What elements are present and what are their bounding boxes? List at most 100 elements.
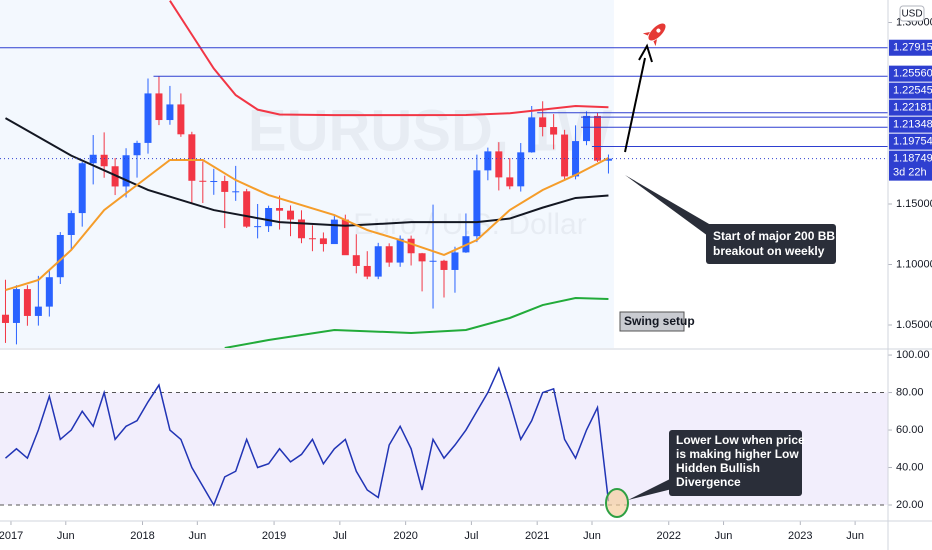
candle-body [199, 180, 207, 182]
watermark-sub: Euro / U.S. Dollar [353, 208, 586, 241]
annotation-text: Start of major 200 BB [713, 229, 835, 243]
candle-body [111, 166, 119, 187]
candle-body [188, 134, 196, 181]
candle-body [319, 238, 327, 245]
level-label-box [889, 99, 932, 116]
candle-body [56, 234, 64, 278]
level-label: 1.25560 [893, 68, 932, 80]
overlay-line [4, 117, 609, 227]
candle-body [374, 246, 382, 277]
candle-body [232, 191, 240, 193]
x-tick-label: Jun [715, 530, 733, 542]
candle-body [495, 151, 503, 178]
rsi-line [4, 366, 610, 507]
x-tick-label: 2018 [130, 530, 154, 542]
x-tick-label: 2017 [0, 530, 23, 542]
candle-body [287, 210, 295, 220]
candle-body [418, 253, 426, 262]
y-tick-label: 100.00 [896, 349, 930, 361]
candle-body [243, 191, 251, 227]
level-label: 1.21348 [893, 119, 932, 131]
candle-body [297, 219, 305, 239]
overlay-line [5, 157, 609, 291]
x-tick-label: 2021 [525, 530, 549, 542]
arrow-head [638, 43, 653, 63]
level-label-box [889, 133, 932, 150]
candle-body [265, 208, 273, 227]
candle-body [12, 289, 20, 323]
candle-body [221, 181, 229, 192]
candle-body [133, 142, 141, 156]
annotation-text: Swing setup [624, 314, 695, 328]
level-label: 1.19754 [893, 136, 932, 148]
candle-body [210, 181, 218, 183]
candle-body [276, 208, 284, 211]
candle-body [23, 289, 31, 316]
candle-body [561, 134, 569, 177]
countdown-label: 3d 22h [893, 167, 927, 179]
candle-body [166, 104, 174, 121]
annotation-text: is making higher Low [676, 447, 799, 461]
candle-body [89, 154, 97, 164]
candle-body [155, 93, 163, 121]
x-tick-label: Jun [846, 530, 864, 542]
candle-body [396, 238, 404, 263]
candle-body [385, 246, 393, 263]
overlay-line [169, 0, 609, 117]
x-tick-label: Jun [188, 530, 206, 542]
candle-body [473, 170, 481, 237]
band-background [0, 0, 614, 348]
candle-body [45, 277, 53, 307]
current-price-label: 1.18749 [893, 153, 932, 165]
candle-body [1, 314, 9, 323]
level-label: 1.22181 [893, 102, 932, 114]
x-tick-label: 2023 [788, 530, 812, 542]
y-tick-label: 20.00 [896, 499, 924, 511]
candle-body [506, 177, 514, 187]
candle-body [451, 252, 459, 270]
candle-body [341, 219, 349, 256]
level-label-box [889, 39, 932, 56]
candle-body [254, 226, 262, 228]
candle-body [330, 219, 338, 245]
candle-body [34, 306, 42, 316]
swing-box [619, 311, 685, 332]
y-tick-label: 1.10000 [896, 258, 932, 270]
candle-body [550, 127, 558, 135]
annotation-text: Hidden Bullish [676, 461, 760, 475]
y-tick-label: 1.15000 [896, 198, 932, 210]
y-tick-label: 40.00 [896, 461, 924, 473]
candle-body [484, 151, 492, 171]
candle-body [539, 117, 547, 128]
x-tick-label: Jul [464, 530, 478, 542]
callout-pointer [625, 175, 716, 236]
currency-label: USD [901, 9, 922, 20]
x-tick-label: 2022 [656, 530, 680, 542]
candle-body [100, 154, 108, 167]
annotation-text: Lower Low when price [676, 433, 805, 447]
currency-box [899, 5, 925, 22]
candle-body [122, 155, 130, 187]
candle-body [144, 93, 152, 143]
candle-body [78, 163, 86, 214]
arrow [624, 57, 646, 153]
level-label-box [889, 65, 932, 82]
candle-body [308, 238, 316, 240]
level-label-box [889, 116, 932, 133]
candle-body [583, 115, 591, 142]
candle-body [177, 104, 185, 135]
divergence-highlight [605, 488, 629, 518]
callout-pointer [628, 478, 676, 500]
candle-body [593, 115, 601, 161]
candle-body [604, 158, 612, 161]
candle-body [517, 152, 525, 187]
level-label: 1.27915 [893, 42, 932, 54]
overlay-line [224, 297, 609, 348]
callout-box [669, 430, 802, 496]
candle-body [67, 213, 75, 235]
x-tick-label: 2019 [262, 530, 286, 542]
x-tick-label: Jul [333, 530, 347, 542]
